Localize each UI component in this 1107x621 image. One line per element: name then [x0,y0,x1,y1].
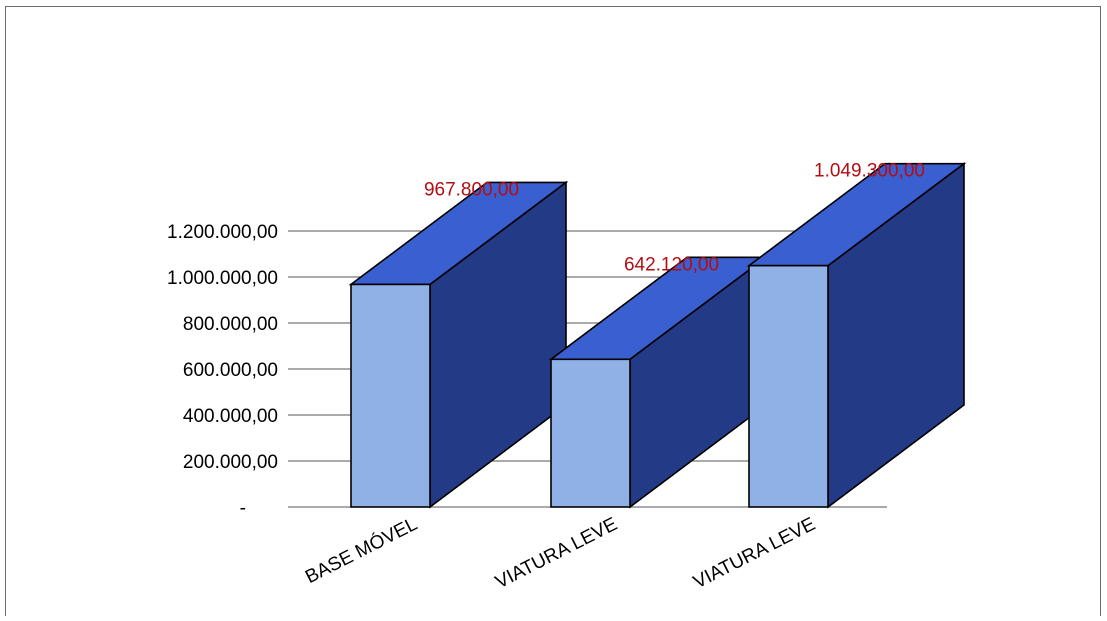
data-label-2: 1.049.300,00 [814,161,925,182]
chart-frame [5,6,1101,616]
y-tick-label-5: 1.000.000,00 [167,268,278,289]
bar-0 [348,180,569,509]
x-tick-label-2: VIATURA LEVE [690,514,819,593]
y-axis-tick-labels: - 200.000,00 400.000,00 600.000,00 800.000,0… [167,222,278,519]
bar-1 [548,255,769,509]
bar-front-0 [350,283,431,508]
y-tick-label-3: 600.000,00 [183,360,278,381]
x-axis-tick-labels: BASE MÓVEL VIATURA LEVE VIATURA LEVE [302,513,819,593]
y-tick-label-0: - [240,498,246,519]
bars [348,162,967,509]
y-tick-label-6: 1.200.000,00 [167,222,278,243]
y-tick-label-4: 800.000,00 [183,314,278,335]
x-tick-label-1: VIATURA LEVE [492,514,621,593]
y-tick-label-1: 200.000,00 [183,452,278,473]
y-tick-label-2: 400.000,00 [183,406,278,427]
data-label-1: 642.120,00 [624,254,719,275]
bar-front-2 [748,264,829,508]
bar-2 [746,162,967,509]
data-label-0: 967.800,00 [424,179,519,200]
data-labels: 967.800,00 642.120,00 1.049.300,00 [424,161,925,276]
bar-front-1 [550,358,631,508]
x-tick-label-0: BASE MÓVEL [302,513,421,588]
